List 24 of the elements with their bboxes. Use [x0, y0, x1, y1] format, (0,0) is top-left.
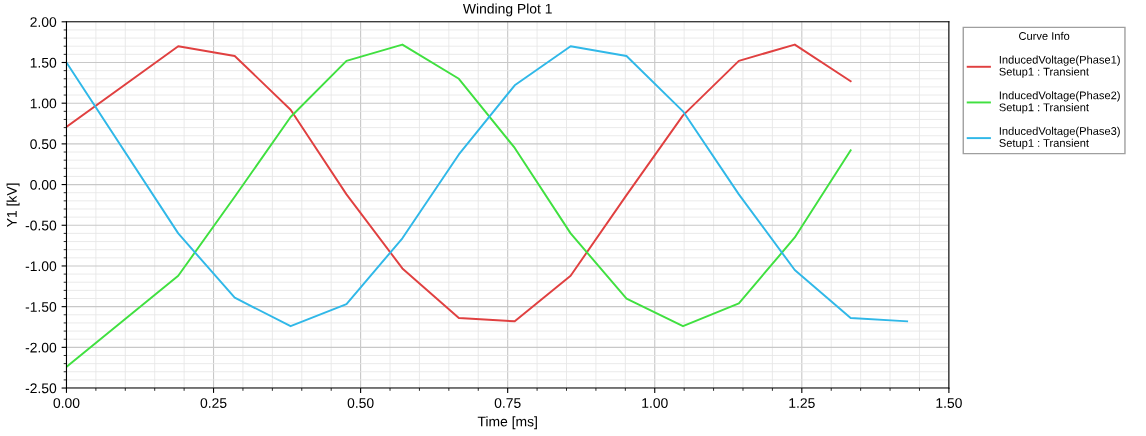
y-tick-label: -2.50 — [25, 383, 57, 394]
y-tick-label: -1.00 — [25, 261, 57, 272]
legend-title: Curve Info — [1019, 31, 1070, 40]
x-tick-label: 0.75 — [494, 398, 521, 408]
x-tick-label: 1.50 — [936, 398, 962, 408]
y-tick-label: -1.50 — [25, 301, 57, 312]
x-axis-title: Time [ms] — [477, 416, 537, 430]
legend-label: InducedVoltage(Phase2) Setup1 : Transient — [999, 91, 1120, 114]
y-tick-label: -2.00 — [25, 342, 57, 353]
x-tick-label: 1.00 — [642, 398, 668, 408]
legend-label: InducedVoltage(Phase1) Setup1 : Transient — [999, 55, 1120, 78]
y-tick-label: 1.50 — [30, 57, 57, 68]
y-tick-label: -0.50 — [25, 220, 57, 231]
y-tick-label: 2.00 — [30, 17, 57, 27]
legend-label: InducedVoltage(Phase3) Setup1 : Transient — [999, 126, 1120, 150]
x-tick-label: 0.50 — [347, 398, 374, 408]
y-tick-label: 0.00 — [30, 179, 57, 190]
y-tick-label: 0.50 — [30, 139, 57, 150]
chart-title: Winding Plot 1 — [462, 3, 552, 17]
x-tick-label: 1.25 — [789, 398, 815, 408]
x-tick-label: 0.25 — [200, 398, 227, 408]
y-tick-label: 1.00 — [30, 98, 57, 109]
y-axis-title: Y1 [kV] — [6, 183, 20, 227]
x-tick-label: 0.00 — [53, 398, 80, 408]
